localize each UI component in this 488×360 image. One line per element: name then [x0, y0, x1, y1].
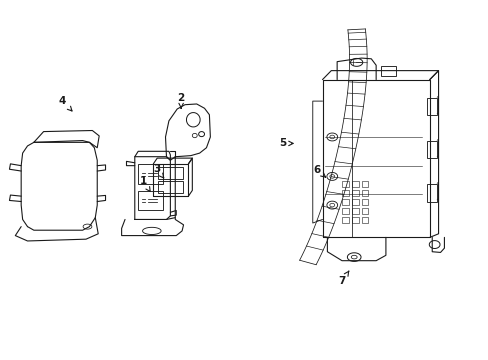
Text: 5: 5: [278, 139, 292, 148]
Text: 7: 7: [338, 271, 348, 286]
Bar: [341, 217, 348, 223]
Bar: [158, 167, 182, 179]
Bar: [138, 164, 162, 184]
Bar: [380, 66, 395, 76]
Bar: [361, 217, 367, 223]
Bar: [351, 199, 358, 205]
Bar: [351, 208, 358, 214]
Bar: [138, 191, 162, 211]
Bar: [361, 199, 367, 205]
Bar: [351, 181, 358, 187]
Bar: [427, 98, 436, 116]
Bar: [351, 217, 358, 223]
Bar: [361, 190, 367, 196]
Bar: [427, 184, 436, 202]
Text: 4: 4: [59, 96, 72, 111]
Bar: [361, 208, 367, 214]
Bar: [158, 181, 182, 193]
Bar: [341, 199, 348, 205]
Bar: [341, 181, 348, 187]
Text: 1: 1: [139, 176, 150, 192]
Bar: [351, 190, 358, 196]
Bar: [427, 140, 436, 158]
Text: 2: 2: [177, 93, 184, 108]
Text: 6: 6: [312, 165, 325, 177]
Bar: [341, 208, 348, 214]
Bar: [341, 190, 348, 196]
Text: 3: 3: [153, 164, 163, 178]
Bar: [361, 181, 367, 187]
